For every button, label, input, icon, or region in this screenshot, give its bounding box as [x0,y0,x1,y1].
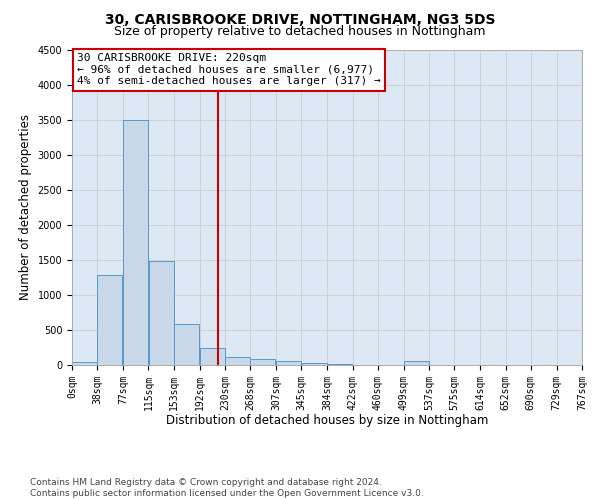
Bar [123,120,148,365]
X-axis label: Distribution of detached houses by size in Nottingham: Distribution of detached houses by size … [166,414,488,427]
Y-axis label: Number of detached properties: Number of detached properties [19,114,32,300]
Text: 30 CARISBROOKE DRIVE: 220sqm
← 96% of detached houses are smaller (6,977)
4% of : 30 CARISBROOKE DRIVE: 220sqm ← 96% of de… [77,53,381,86]
Bar [149,262,173,365]
Text: Contains HM Land Registry data © Crown copyright and database right 2024.
Contai: Contains HM Land Registry data © Crown c… [30,478,424,498]
Bar [250,359,275,365]
Bar [174,324,199,365]
Bar [302,363,326,365]
Bar [225,358,250,365]
Bar [404,361,429,365]
Text: Size of property relative to detached houses in Nottingham: Size of property relative to detached ho… [114,25,486,38]
Bar [97,276,122,365]
Bar [200,348,225,365]
Text: 30, CARISBROOKE DRIVE, NOTTINGHAM, NG3 5DS: 30, CARISBROOKE DRIVE, NOTTINGHAM, NG3 5… [105,12,495,26]
Bar [276,361,301,365]
Bar [328,364,352,365]
Bar [72,362,97,365]
